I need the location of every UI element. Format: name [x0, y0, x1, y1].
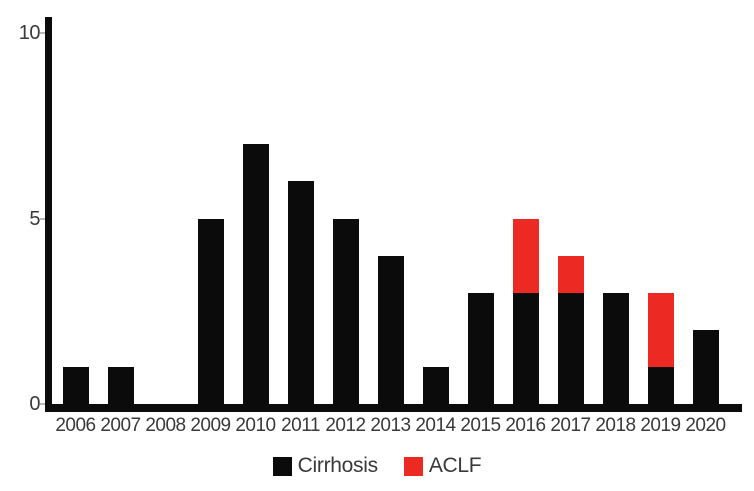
y-axis-line: [45, 17, 52, 412]
bar-2007-cirrhosis: [107, 366, 134, 404]
y-axis-tick-0: [40, 403, 45, 405]
x-axis-label-2010: 2010: [235, 415, 276, 436]
bar-2015-cirrhosis: [467, 292, 494, 404]
x-axis-label-2013: 2013: [370, 415, 411, 436]
legend-label-aclf: ACLF: [428, 454, 482, 477]
x-axis-labels: 2006 2007 2008 2009 2010 2011 2012 2013 2014 2015…: [52, 415, 742, 439]
x-axis-label-2009: 2009: [190, 415, 231, 436]
legend-label-cirrhosis: Cirrhosis: [297, 454, 378, 477]
x-axis-line: [45, 404, 742, 412]
x-axis-label-2011: 2011: [281, 415, 320, 436]
x-axis-label-2008: 2008: [145, 415, 186, 436]
x-axis-label-2007: 2007: [100, 415, 141, 436]
bar-2016-aclf: [512, 218, 539, 293]
bar-2009-cirrhosis: [197, 218, 224, 404]
bar-2006-cirrhosis: [62, 366, 89, 404]
bar-2017-cirrhosis: [557, 292, 584, 404]
bar-2017-aclf: [557, 255, 584, 293]
legend-swatch-cirrhosis: [272, 456, 292, 476]
y-axis-tick-5: [40, 217, 45, 220]
bar-2019-cirrhosis: [647, 366, 674, 404]
x-axis-label-2012: 2012: [325, 415, 366, 436]
chart-legend: Cirrhosis ACLF: [0, 452, 754, 480]
x-axis-label-2018: 2018: [595, 415, 636, 436]
bar-2016-cirrhosis: [512, 292, 539, 404]
bar-2020-cirrhosis: [692, 329, 719, 404]
y-axis-label-5: 5: [29, 207, 40, 230]
legend-item-cirrhosis: Cirrhosis: [272, 454, 378, 478]
x-axis-label-2014: 2014: [415, 415, 456, 436]
x-axis-label-2006: 2006: [55, 415, 96, 436]
y-axis-label-0: 0: [29, 393, 40, 415]
bar-2019-aclf: [647, 292, 674, 367]
bar-2014-cirrhosis: [422, 366, 449, 404]
legend-item-aclf: ACLF: [403, 454, 482, 478]
bar-2018-cirrhosis: [602, 292, 629, 404]
y-axis-tick-10: [40, 32, 45, 34]
x-axis-label-2020: 2020: [685, 415, 726, 436]
bar-2010-cirrhosis: [242, 144, 269, 404]
plot-area: [52, 33, 742, 404]
x-axis-label-2019: 2019: [640, 415, 681, 436]
x-axis-label-2016: 2016: [505, 415, 546, 436]
bar-2011-cirrhosis: [287, 181, 314, 404]
x-axis-label-2015: 2015: [460, 415, 501, 436]
legend-swatch-aclf: [403, 456, 423, 476]
x-axis-label-2017: 2017: [550, 415, 591, 436]
y-axis-label-10: 10: [18, 22, 41, 44]
bar-2013-cirrhosis: [377, 255, 404, 404]
bar-2012-cirrhosis: [332, 218, 359, 404]
